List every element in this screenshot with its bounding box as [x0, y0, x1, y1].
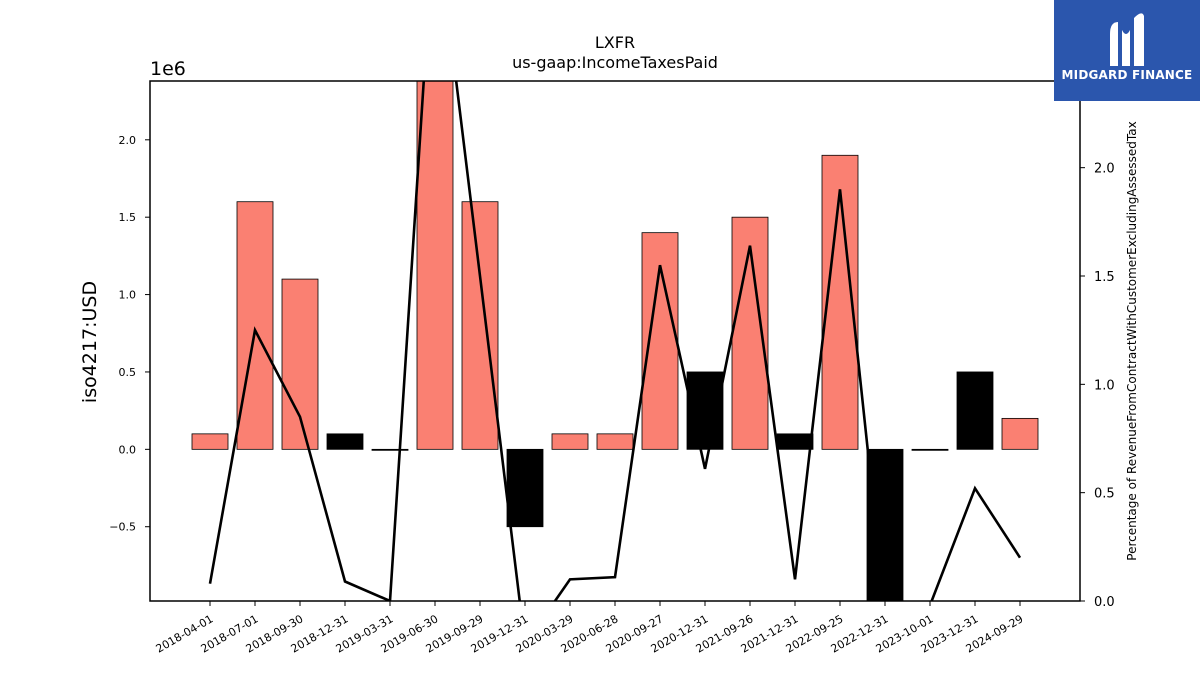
bar	[461, 201, 499, 450]
bar-series	[191, 81, 1039, 601]
y-tick-label: 1.0	[119, 289, 137, 302]
y2-tick-label: 2.0	[1094, 162, 1115, 177]
bar	[371, 448, 409, 451]
bar	[956, 371, 994, 450]
chart-subtitle: us-gaap:IncomeTaxesPaid	[512, 53, 718, 72]
logo-text: MIDGARD FINANCE	[1061, 68, 1193, 82]
y2-axis-ticks: 0.0 0.5 1.0 1.5 2.0	[1080, 162, 1115, 610]
y-offset-label: 1e6	[150, 58, 186, 80]
bar	[551, 433, 589, 450]
bar	[776, 433, 814, 450]
y-tick-label: 0.5	[119, 366, 137, 379]
y2-axis-label: Percentage of RevenueFromContractWithCus…	[1125, 121, 1139, 560]
x-axis-ticks: 2018-04-012018-07-012018-09-302018-12-31…	[154, 601, 1026, 656]
y2-tick-label: 1.0	[1094, 378, 1115, 393]
bar	[1001, 417, 1039, 450]
y2-tick-label: 0.5	[1094, 487, 1115, 502]
bar	[416, 81, 454, 450]
bar	[191, 433, 229, 450]
line-path	[208, 81, 1022, 601]
bar	[281, 278, 319, 450]
line-series	[208, 81, 1022, 601]
y-tick-label: 2.0	[119, 134, 137, 147]
y2-tick-label: 0.0	[1094, 595, 1115, 610]
bar	[506, 448, 544, 528]
y-tick-label: 0.0	[119, 443, 137, 456]
y-axis-label: iso4217:USD	[79, 281, 101, 403]
bar	[596, 433, 634, 450]
bar	[326, 433, 364, 450]
logo-mark-icon	[1110, 13, 1144, 66]
y-tick-label: −0.5	[109, 521, 136, 534]
chart-title: LXFR	[595, 33, 635, 52]
bar	[236, 201, 274, 450]
y-axis-ticks: −0.5 0.0 0.5 1.0 1.5 2.0	[109, 134, 150, 534]
brand-logo: MIDGARD FINANCE	[1054, 0, 1200, 101]
y-tick-label: 1.5	[119, 211, 137, 224]
bar	[866, 448, 904, 601]
bar	[911, 448, 949, 451]
y2-tick-label: 1.5	[1094, 270, 1115, 285]
